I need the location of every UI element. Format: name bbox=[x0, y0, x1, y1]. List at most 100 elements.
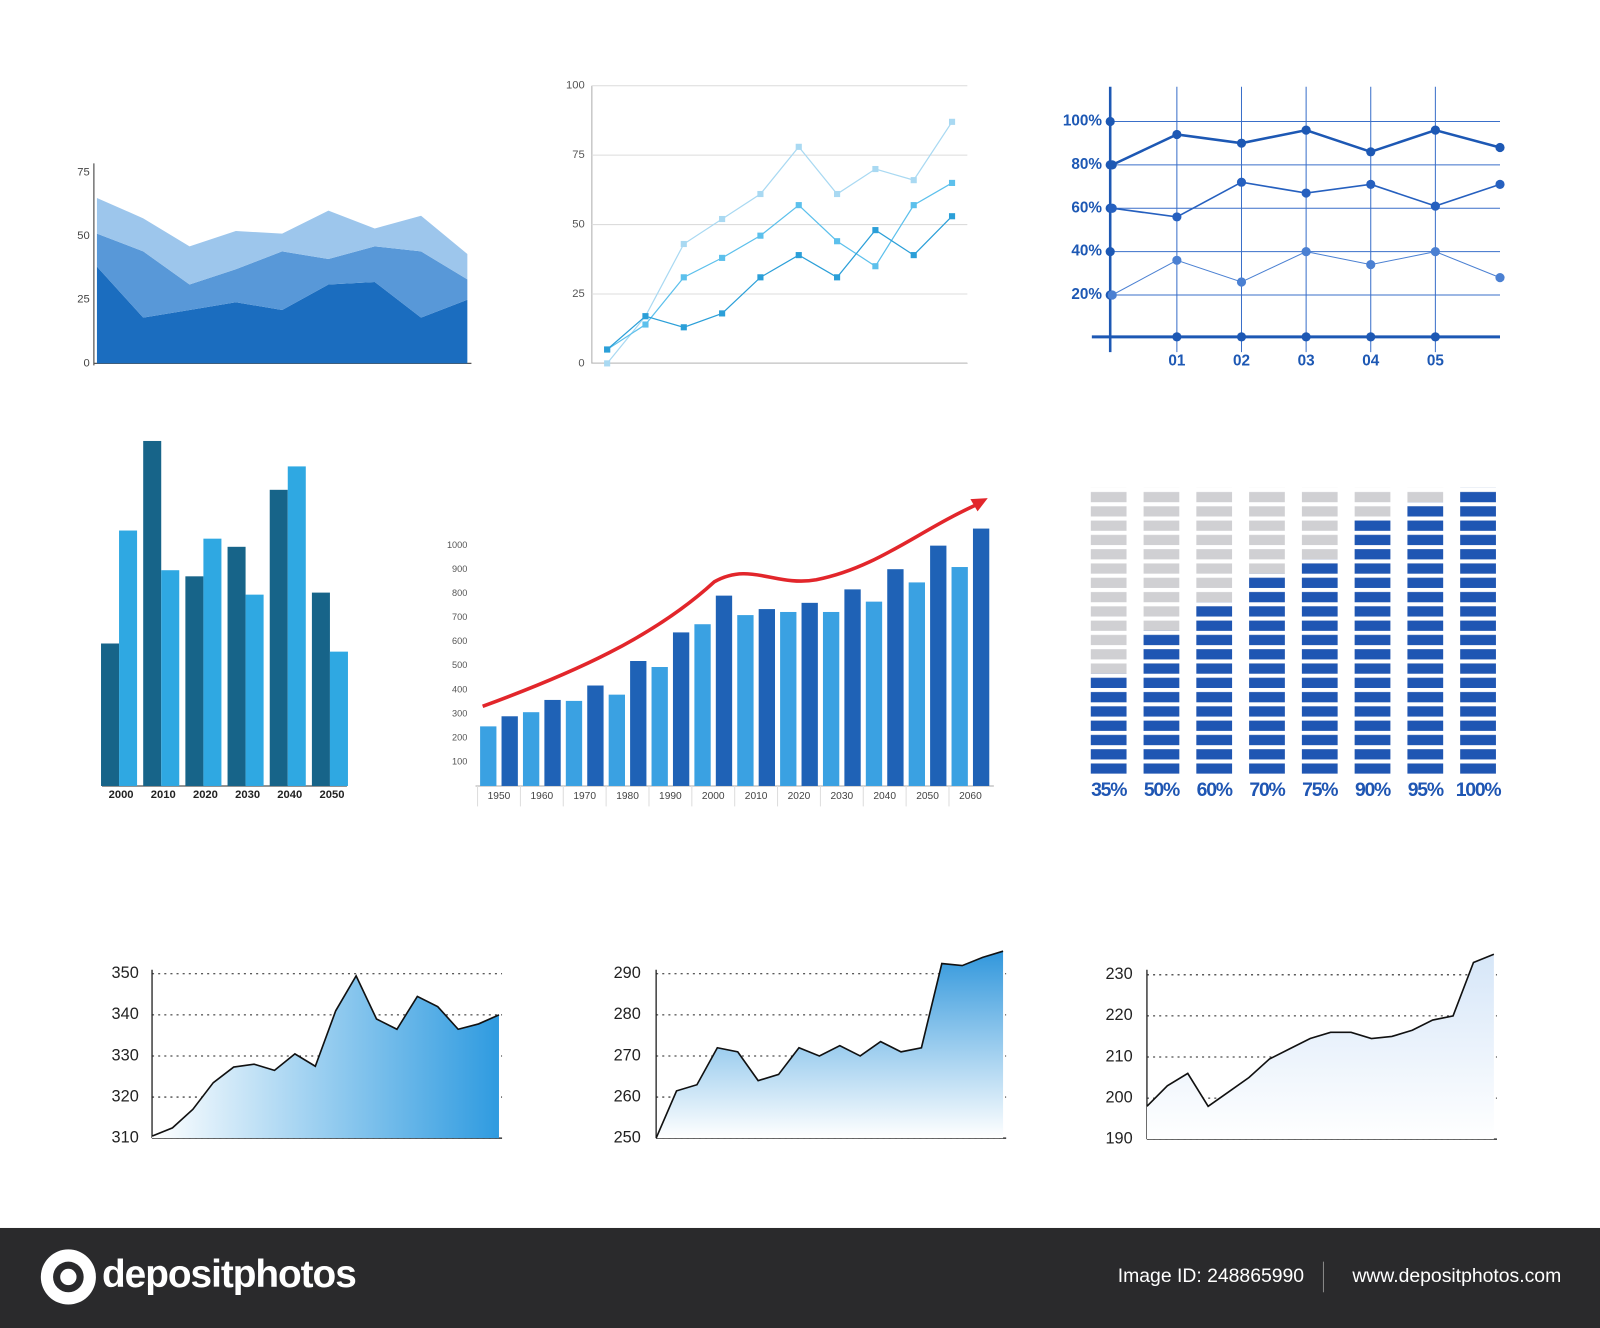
area bbox=[96, 266, 468, 364]
y-tick-label: 0 bbox=[84, 357, 90, 369]
bar bbox=[161, 570, 180, 786]
y-tick-label: 100% bbox=[1063, 113, 1103, 130]
point bbox=[872, 263, 879, 270]
y-tick-label: 310 bbox=[112, 1128, 139, 1146]
point bbox=[1172, 255, 1182, 265]
x-tick-label: 02 bbox=[1233, 352, 1250, 369]
point bbox=[1495, 179, 1505, 189]
bar bbox=[287, 466, 306, 786]
bar bbox=[1460, 487, 1496, 774]
plots: 0 25 50 75 0 25 50 75 100 20% 40% 60% 80% 100% 01 02 03 0… bbox=[77, 80, 1505, 1147]
x-tick-label: 2000 bbox=[109, 789, 134, 801]
point bbox=[1430, 125, 1440, 135]
x-tick-label: 2010 bbox=[745, 791, 768, 802]
y-tick-label: 210 bbox=[1105, 1047, 1132, 1065]
bar bbox=[544, 699, 561, 786]
line bbox=[1146, 953, 1495, 1108]
bar bbox=[630, 661, 647, 786]
y-tick-label: 75 bbox=[572, 149, 584, 161]
point bbox=[910, 177, 917, 184]
category-dot bbox=[1172, 332, 1182, 342]
bar bbox=[227, 546, 246, 786]
bar bbox=[908, 582, 925, 786]
bar bbox=[758, 609, 775, 786]
chart: 190 200 210 220 230 bbox=[1105, 953, 1497, 1147]
trend-arrow-head bbox=[970, 498, 988, 512]
value-label: 90% bbox=[1355, 779, 1391, 801]
y-tick-label: 280 bbox=[614, 1005, 641, 1023]
point bbox=[1366, 179, 1376, 189]
bar bbox=[185, 576, 204, 786]
tick-mark bbox=[1105, 247, 1115, 257]
line bbox=[606, 121, 953, 364]
category-dot bbox=[1430, 332, 1440, 342]
y-tick-label: 230 bbox=[1105, 965, 1132, 983]
value-label: 100% bbox=[1456, 779, 1502, 801]
bar bbox=[801, 602, 818, 786]
bar bbox=[587, 685, 604, 786]
area bbox=[96, 197, 468, 285]
value-label: 95% bbox=[1408, 779, 1444, 801]
point bbox=[1236, 138, 1247, 148]
point bbox=[872, 227, 879, 234]
point bbox=[1107, 160, 1117, 170]
y-tick-label: 200 bbox=[1105, 1088, 1132, 1106]
point bbox=[1107, 290, 1117, 300]
y-tick-label: 1000 bbox=[447, 540, 467, 550]
point bbox=[834, 238, 841, 245]
bar bbox=[651, 667, 668, 786]
bar bbox=[608, 694, 625, 786]
y-tick-label: 50 bbox=[572, 219, 584, 231]
y-tick-label: 220 bbox=[1105, 1006, 1132, 1024]
point bbox=[948, 118, 956, 125]
bar bbox=[143, 440, 162, 786]
y-tick-label: 300 bbox=[452, 708, 467, 718]
point bbox=[680, 274, 687, 281]
point bbox=[1107, 203, 1117, 213]
bar bbox=[203, 538, 222, 786]
y-tick-label: 20% bbox=[1071, 286, 1102, 303]
point bbox=[680, 240, 687, 248]
tick-mark bbox=[1105, 116, 1115, 127]
value-label: 70% bbox=[1249, 779, 1285, 801]
point bbox=[1172, 129, 1182, 140]
chart: 310 320 330 340 350 bbox=[112, 964, 503, 1146]
y-tick-label: 75 bbox=[77, 166, 89, 178]
point bbox=[719, 254, 726, 261]
x-tick-label: 2020 bbox=[193, 789, 218, 801]
bar bbox=[1354, 516, 1391, 774]
x-tick-label: 2000 bbox=[702, 791, 725, 802]
y-tick-label: 200 bbox=[452, 732, 467, 742]
bar bbox=[522, 712, 540, 786]
chart: 0 25 50 75 bbox=[77, 166, 468, 369]
chart: 0 25 50 75 100 bbox=[566, 80, 968, 369]
bar bbox=[245, 594, 264, 786]
point bbox=[719, 310, 726, 317]
chart: 20% 40% 60% 80% 100% 01 02 03 04 05 bbox=[1063, 86, 1505, 369]
y-tick-label: 80% bbox=[1071, 156, 1102, 173]
x-tick-label: 2040 bbox=[277, 789, 302, 801]
point bbox=[1236, 277, 1247, 287]
value-label: 60% bbox=[1197, 779, 1233, 801]
chart: 100 200 300 400 500 600 700 800 900 1000 1950 1960 1… bbox=[447, 528, 990, 807]
y-tick-label: 270 bbox=[614, 1046, 641, 1064]
bar bbox=[1301, 559, 1338, 774]
bar bbox=[1090, 673, 1127, 774]
point bbox=[1301, 188, 1311, 198]
y-tick-label: 260 bbox=[614, 1087, 641, 1105]
point bbox=[795, 143, 802, 150]
y-tick-label: 190 bbox=[1105, 1129, 1132, 1147]
brand: depositphotos bbox=[102, 1253, 356, 1296]
point bbox=[1301, 247, 1311, 257]
bar bbox=[822, 611, 840, 786]
y-tick-label: 500 bbox=[452, 660, 467, 670]
point bbox=[1430, 247, 1440, 257]
y-tick-label: 320 bbox=[112, 1087, 139, 1105]
point bbox=[680, 324, 687, 331]
footer-bar bbox=[0, 1227, 1600, 1328]
bar bbox=[119, 530, 138, 786]
point bbox=[948, 213, 956, 220]
x-tick-label: 05 bbox=[1427, 352, 1445, 369]
logo-icon bbox=[60, 1268, 77, 1286]
point bbox=[1430, 201, 1440, 211]
